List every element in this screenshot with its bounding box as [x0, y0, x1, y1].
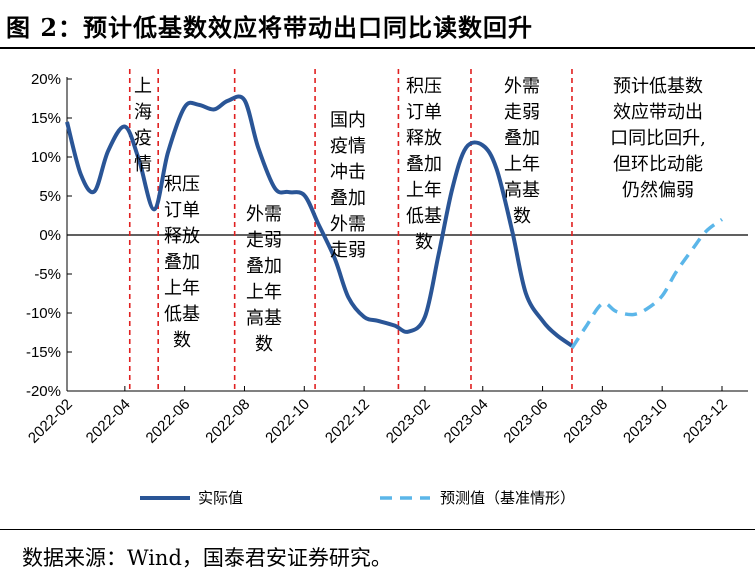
export-yoy-chart: 20%15%10%5%0%-5%-10%-15%-20%2022-02 2022-… [25, 69, 748, 507]
x-tick-label: 2023-12 [680, 396, 731, 447]
title-rule [0, 47, 755, 49]
figure-title-bar: 图 2：预计低基数效应将带动出口同比读数回升 [0, 0, 755, 48]
annotation-line: 上年 [504, 154, 540, 175]
annotation-line: 叠加 [504, 128, 540, 149]
figure-title: 图 2：预计低基数效应将带动出口同比读数回升 [6, 13, 534, 42]
annotation-line: 但环比动能 [613, 154, 703, 175]
x-tick-label: 2022-08 [202, 396, 253, 447]
annotation-line: 国内 [330, 110, 366, 131]
annotation-line: 情 [134, 154, 152, 175]
chart-annotations: 上海疫情积压订单释放叠加上年低基数外需走弱叠加上年高基数国内疫情冲击叠加外需走弱… [134, 76, 706, 355]
annotation-line: 外需 [330, 214, 366, 235]
x-tick-label: 2023-04 [441, 396, 492, 447]
annotation-line: 释放 [164, 226, 200, 247]
annotation-line: 上 [134, 76, 152, 97]
annotation-line: 数 [415, 232, 433, 253]
y-tick-label: 10% [31, 149, 61, 166]
annotation-line: 数 [255, 334, 273, 355]
y-tick-label: -5% [34, 266, 61, 283]
annotation-line: 叠加 [246, 256, 282, 277]
source-rule [0, 529, 755, 530]
annotation-line: 订单 [406, 102, 442, 123]
annotation-line: 释放 [406, 128, 442, 149]
legend-label-forecast: 预测值（基准情形） [440, 489, 575, 507]
annotation-line: 走弱 [330, 240, 366, 261]
series-actual-line [65, 94, 574, 348]
x-tick-label: 2022-12 [322, 396, 373, 447]
x-tick-label: 2023-10 [620, 396, 671, 447]
annotation-line: 叠加 [406, 154, 442, 175]
annotation-line: 冲击 [330, 162, 366, 183]
annotation-line: 疫情 [330, 136, 366, 157]
annotation-line: 高基 [504, 180, 540, 201]
y-tick-label: 5% [39, 188, 61, 205]
annotation-line: 预计低基数 [613, 76, 703, 97]
annotation-line: 数 [173, 330, 191, 351]
annotation-line: 外需 [504, 76, 540, 97]
chart-series [65, 94, 724, 350]
annotation-line: 积压 [164, 174, 200, 195]
annotation-line: 数 [513, 206, 531, 227]
x-tick-label: 2022-04 [83, 396, 134, 447]
annotation-line: 叠加 [330, 188, 366, 209]
annotation-line: 低基 [406, 206, 442, 227]
annotation-line: 订单 [164, 200, 200, 221]
x-tick-label: 2022-06 [143, 396, 194, 447]
annotation-line: 积压 [406, 76, 442, 97]
x-tick-label: 2023-06 [500, 396, 551, 447]
x-tick-label: 2023-02 [383, 396, 434, 447]
y-tick-label: 20% [31, 71, 61, 88]
chart-legend: 实际值 预测值（基准情形） [140, 489, 575, 507]
annotation-line: 叠加 [164, 252, 200, 273]
annotation-line: 效应带动出 [613, 102, 703, 123]
annotation-line: 走弱 [246, 230, 282, 251]
y-tick-label: -10% [26, 305, 61, 322]
annotation-line: 疫 [134, 128, 152, 149]
y-tick-label: 15% [31, 110, 61, 127]
annotation-line: 海 [134, 102, 152, 123]
x-tick-label: 2022-10 [262, 396, 313, 447]
annotation-line: 走弱 [504, 102, 540, 123]
y-tick-label: -15% [26, 344, 61, 361]
annotation-line: 高基 [246, 308, 282, 329]
annotation-line: 上年 [164, 278, 200, 299]
annotation-line: 上年 [246, 282, 282, 303]
series-forecast-line [570, 217, 724, 350]
annotation-line: 上年 [406, 180, 442, 201]
y-tick-label: 0% [39, 227, 61, 244]
x-tick-label: 2022-02 [25, 396, 76, 447]
y-tick-label: -20% [26, 383, 61, 400]
x-tick-label: 2023-08 [560, 396, 611, 447]
annotation-line: 口同比回升, [610, 128, 706, 149]
annotation-line: 仍然偏弱 [622, 180, 694, 201]
legend-label-actual: 实际值 [198, 489, 243, 507]
source-note: 数据来源：Wind，国泰君安证券研究。 [22, 546, 392, 570]
annotation-line: 低基 [164, 304, 200, 325]
annotation-line: 外需 [246, 204, 282, 225]
